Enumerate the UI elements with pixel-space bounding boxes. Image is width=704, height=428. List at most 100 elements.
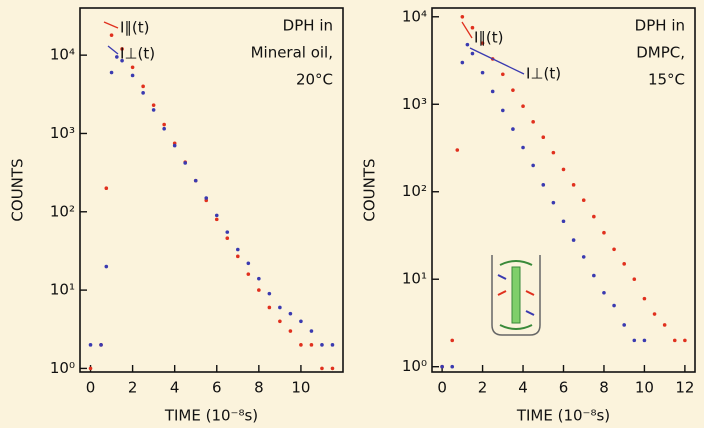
data-point bbox=[612, 247, 616, 252]
data-point bbox=[320, 366, 324, 371]
data-point bbox=[320, 343, 324, 347]
annotation: 15°C bbox=[648, 71, 685, 89]
legend-label: I∥(t) bbox=[120, 19, 150, 37]
legend-leader bbox=[461, 21, 473, 39]
data-point bbox=[162, 126, 166, 131]
y-tick-label: 10³ bbox=[402, 95, 427, 113]
y-tick-label: 10⁴ bbox=[50, 46, 75, 64]
data-point bbox=[672, 338, 677, 343]
x-axis-label: TIME (10⁻⁸s) bbox=[164, 407, 258, 425]
data-point bbox=[571, 183, 576, 187]
data-point bbox=[104, 186, 109, 191]
data-point bbox=[470, 25, 475, 30]
data-point bbox=[541, 183, 546, 187]
x-tick-label: 2 bbox=[478, 379, 488, 397]
data-point bbox=[521, 104, 525, 109]
data-point bbox=[99, 343, 103, 347]
data-point bbox=[642, 338, 647, 343]
data-point bbox=[551, 150, 556, 155]
y-tick-label: 10⁴ bbox=[402, 7, 427, 25]
y-tick-label: 10² bbox=[50, 202, 75, 220]
annotation: DPH in bbox=[283, 17, 333, 35]
y-tick-label: 10¹ bbox=[50, 281, 75, 299]
data-point bbox=[141, 91, 145, 95]
data-point bbox=[214, 213, 219, 218]
x-tick-label: 8 bbox=[599, 379, 609, 397]
data-point bbox=[330, 343, 335, 347]
data-point bbox=[88, 343, 93, 347]
data-point bbox=[683, 338, 687, 343]
y-tick-label: 10⁰ bbox=[50, 359, 75, 377]
data-point bbox=[120, 58, 124, 63]
data-point bbox=[622, 262, 626, 266]
x-tick-label: 0 bbox=[437, 379, 447, 397]
data-point bbox=[109, 33, 114, 37]
data-point bbox=[130, 73, 135, 78]
y-tick-label: 10⁰ bbox=[402, 357, 427, 375]
data-point bbox=[531, 163, 535, 168]
data-point bbox=[511, 127, 515, 131]
legend-label: I∥(t) bbox=[474, 29, 504, 47]
data-point bbox=[278, 305, 282, 310]
legend-leader bbox=[107, 45, 119, 55]
data-point bbox=[257, 288, 261, 292]
data-point bbox=[571, 238, 576, 242]
x-tick-label: 6 bbox=[559, 379, 569, 397]
data-point bbox=[622, 323, 626, 327]
annotation: DMPC, bbox=[636, 44, 685, 62]
data-point bbox=[561, 219, 566, 224]
data-point bbox=[267, 305, 272, 310]
data-point bbox=[236, 254, 240, 259]
data-point bbox=[299, 319, 303, 324]
data-point bbox=[225, 236, 230, 240]
data-point bbox=[470, 51, 475, 56]
data-point bbox=[521, 145, 525, 150]
data-point bbox=[602, 230, 606, 235]
data-point bbox=[480, 70, 485, 75]
data-point bbox=[440, 364, 444, 369]
x-tick-label: 6 bbox=[212, 379, 222, 397]
data-point bbox=[592, 214, 596, 219]
data-point bbox=[162, 122, 166, 127]
data-point bbox=[450, 364, 455, 369]
x-tick-label: 10 bbox=[635, 379, 654, 397]
data-point bbox=[592, 273, 596, 278]
membrane-icon bbox=[491, 255, 541, 336]
data-point bbox=[551, 200, 556, 205]
y-tick-label: 10¹ bbox=[402, 270, 427, 288]
data-point bbox=[214, 217, 219, 222]
data-point bbox=[455, 148, 460, 152]
y-axis-label: COUNTS bbox=[361, 158, 379, 221]
data-point bbox=[267, 291, 272, 296]
plot-frame bbox=[79, 7, 344, 373]
data-point bbox=[104, 264, 109, 269]
data-point bbox=[246, 261, 251, 266]
data-point bbox=[511, 88, 515, 92]
data-point bbox=[642, 296, 647, 301]
data-point bbox=[632, 277, 637, 282]
x-tick-label: 10 bbox=[291, 379, 310, 397]
data-point bbox=[581, 198, 586, 203]
data-point bbox=[309, 329, 314, 333]
data-point bbox=[225, 230, 230, 234]
x-tick-label: 8 bbox=[254, 379, 264, 397]
annotation: 20°C bbox=[296, 71, 333, 89]
data-point bbox=[501, 108, 505, 113]
data-point bbox=[480, 41, 485, 45]
data-point bbox=[612, 303, 616, 308]
data-point bbox=[193, 178, 198, 183]
y-axis-label: COUNTS bbox=[9, 158, 27, 221]
x-tick-label: 2 bbox=[128, 379, 138, 397]
data-point bbox=[88, 366, 93, 371]
data-point bbox=[632, 338, 637, 343]
data-point bbox=[465, 42, 470, 47]
legend-leader bbox=[469, 47, 525, 75]
data-point bbox=[130, 65, 135, 70]
data-point bbox=[652, 312, 657, 316]
data-point bbox=[531, 120, 535, 124]
data-point bbox=[288, 311, 293, 316]
data-point bbox=[501, 72, 505, 77]
legend-label: I⊥(t) bbox=[120, 45, 155, 63]
data-point bbox=[204, 196, 209, 200]
